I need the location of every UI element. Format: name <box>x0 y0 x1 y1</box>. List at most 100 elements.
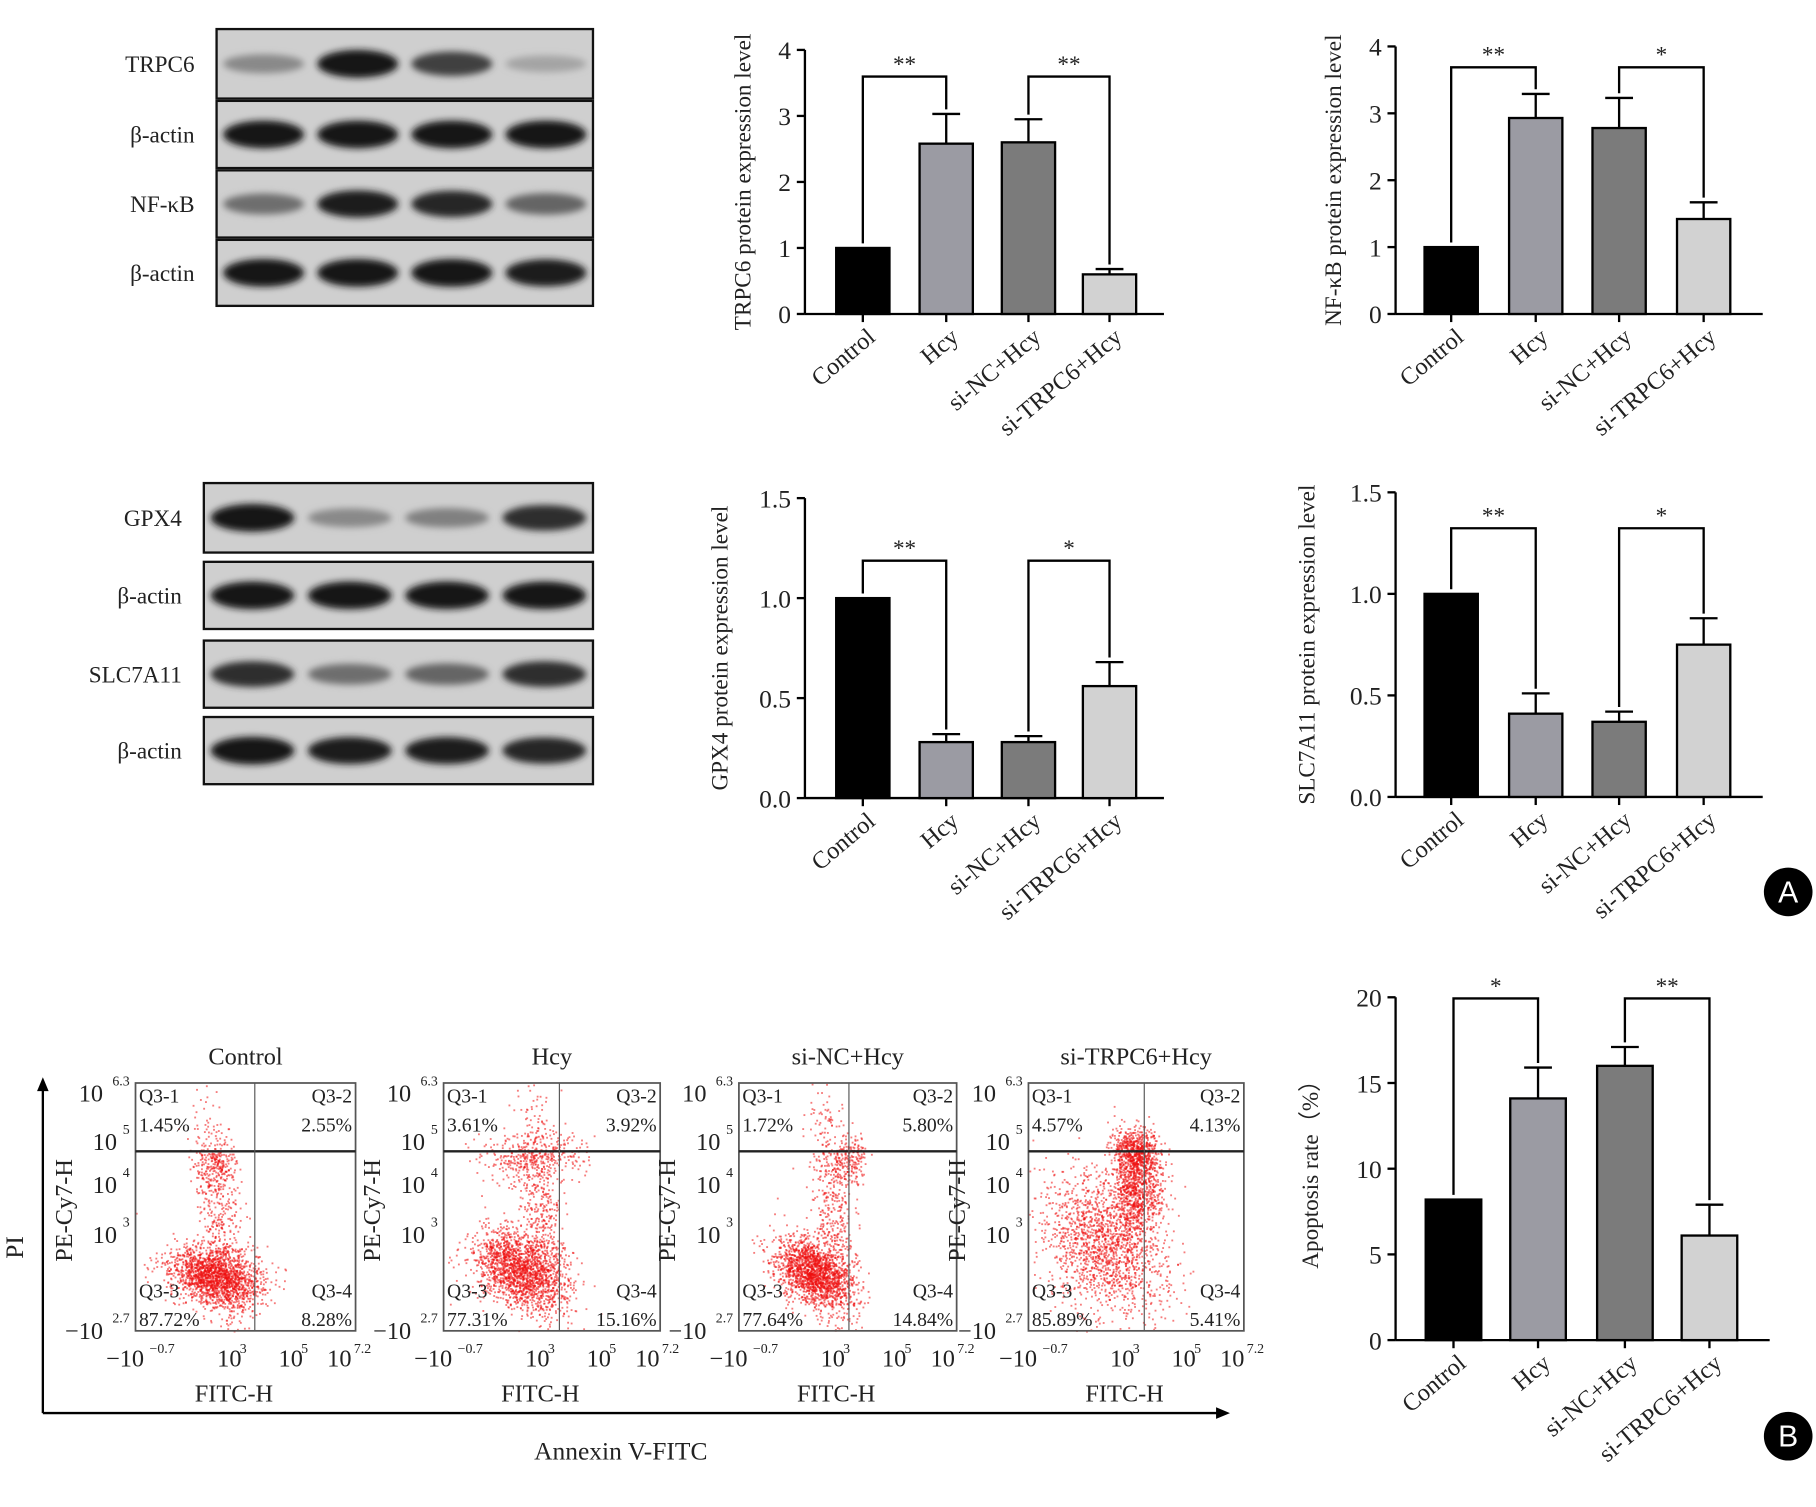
scatter-point <box>535 1174 538 1177</box>
scatter-point <box>195 1287 198 1290</box>
scatter-point <box>236 1270 239 1273</box>
scatter-point <box>245 1265 248 1268</box>
scatter-point <box>193 1282 196 1285</box>
scatter-point <box>198 1254 201 1257</box>
scatter-point <box>529 1299 532 1301</box>
scatter-point <box>216 1289 219 1292</box>
scatter-point <box>228 1298 230 1300</box>
scatter-point <box>520 1178 523 1181</box>
scatter-point <box>567 1321 570 1324</box>
scatter-point <box>572 1284 575 1287</box>
scatter-point <box>191 1244 194 1246</box>
scatter-point <box>527 1259 529 1262</box>
scatter-point <box>212 1125 215 1128</box>
scatter-point <box>185 1246 187 1249</box>
scatter-point <box>228 1198 231 1201</box>
scatter-point <box>536 1256 538 1259</box>
scatter-point <box>223 1272 226 1275</box>
scatter-point <box>533 1293 536 1296</box>
scatter-point <box>243 1270 246 1273</box>
scatter-point <box>549 1232 551 1235</box>
scatter-point <box>187 1138 189 1140</box>
scatter-point <box>208 1277 211 1280</box>
scatter-point <box>262 1276 265 1279</box>
scatter-point <box>229 1238 232 1240</box>
scatter-point <box>221 1215 224 1218</box>
scatter-point <box>231 1299 233 1302</box>
scatter-point <box>512 1277 515 1279</box>
scatter-point <box>546 1291 549 1294</box>
scatter-point <box>217 1232 220 1235</box>
scatter-point <box>251 1310 254 1313</box>
scatter-point <box>524 1206 526 1208</box>
y-tick-label: 0 <box>1369 1326 1382 1355</box>
scatter-point <box>237 1272 240 1275</box>
scatter-point <box>514 1269 517 1272</box>
scatter-point <box>249 1315 252 1318</box>
scatter-point <box>515 1241 518 1244</box>
scatter-point <box>549 1129 552 1131</box>
scatter-point <box>506 1232 509 1235</box>
scatter-point <box>529 1223 532 1226</box>
scatter-point <box>527 1258 530 1261</box>
scatter-point <box>490 1258 493 1261</box>
scatter-point <box>537 1118 540 1120</box>
scatter-point <box>512 1280 515 1283</box>
scatter-point <box>500 1262 503 1265</box>
scatter-point <box>182 1263 185 1266</box>
scatter-point <box>222 1248 225 1251</box>
scatter-point <box>472 1250 475 1253</box>
significance-bracket <box>1623 997 1711 1201</box>
scatter-point <box>476 1239 479 1242</box>
scatter-point <box>541 1104 544 1107</box>
scatter-point <box>151 1270 154 1273</box>
scatter-point <box>528 1292 531 1295</box>
scatter-point <box>546 1136 549 1139</box>
scatter-point <box>526 1253 529 1256</box>
scatter-point <box>551 1266 554 1269</box>
scatter-point <box>499 1282 502 1285</box>
bar-si-nc-hcy <box>1000 141 1057 316</box>
y-tick-label: 10 <box>1356 1155 1381 1184</box>
scatter-point <box>528 1250 530 1253</box>
scatter-point <box>175 1268 178 1271</box>
scatter-point <box>540 1198 543 1200</box>
scatter-point <box>212 1276 214 1279</box>
scatter-point <box>201 1273 204 1275</box>
scatter-point <box>220 1253 223 1256</box>
scatter-point <box>534 1276 537 1279</box>
scatter-point <box>512 1248 515 1251</box>
scatter-point <box>464 1246 467 1249</box>
scatter-point <box>509 1278 512 1281</box>
scatter-point <box>238 1305 241 1308</box>
scatter-point <box>543 1269 546 1272</box>
scatter-point <box>205 1279 208 1282</box>
scatter-point <box>537 1248 540 1251</box>
scatter-point <box>532 1163 535 1166</box>
scatter-point <box>205 1128 208 1131</box>
scatter-point <box>538 1275 541 1278</box>
scatter-point <box>210 1249 213 1252</box>
scatter-point <box>249 1236 252 1238</box>
scatter-point <box>181 1269 183 1271</box>
scatter-point <box>521 1293 524 1296</box>
scatter-point <box>502 1232 505 1234</box>
scatter-point <box>539 1261 542 1264</box>
scatter-point <box>546 1249 548 1252</box>
blot-label: β-actin <box>130 123 195 149</box>
scatter-point <box>540 1263 542 1266</box>
scatter-point <box>482 1292 485 1294</box>
scatter-point <box>536 1302 539 1305</box>
scatter-point <box>524 1283 526 1286</box>
scatter-point <box>481 1263 484 1265</box>
scatter-point <box>525 1283 528 1286</box>
scatter-point <box>203 1107 206 1110</box>
blot-band <box>210 581 295 610</box>
scatter-point <box>214 1144 216 1147</box>
scatter-point <box>238 1261 240 1264</box>
scatter-point <box>534 1184 537 1186</box>
scatter-point <box>551 1160 553 1162</box>
scatter-point <box>232 1153 235 1156</box>
scatter-point <box>557 1307 560 1310</box>
scatter-point <box>531 1241 534 1244</box>
